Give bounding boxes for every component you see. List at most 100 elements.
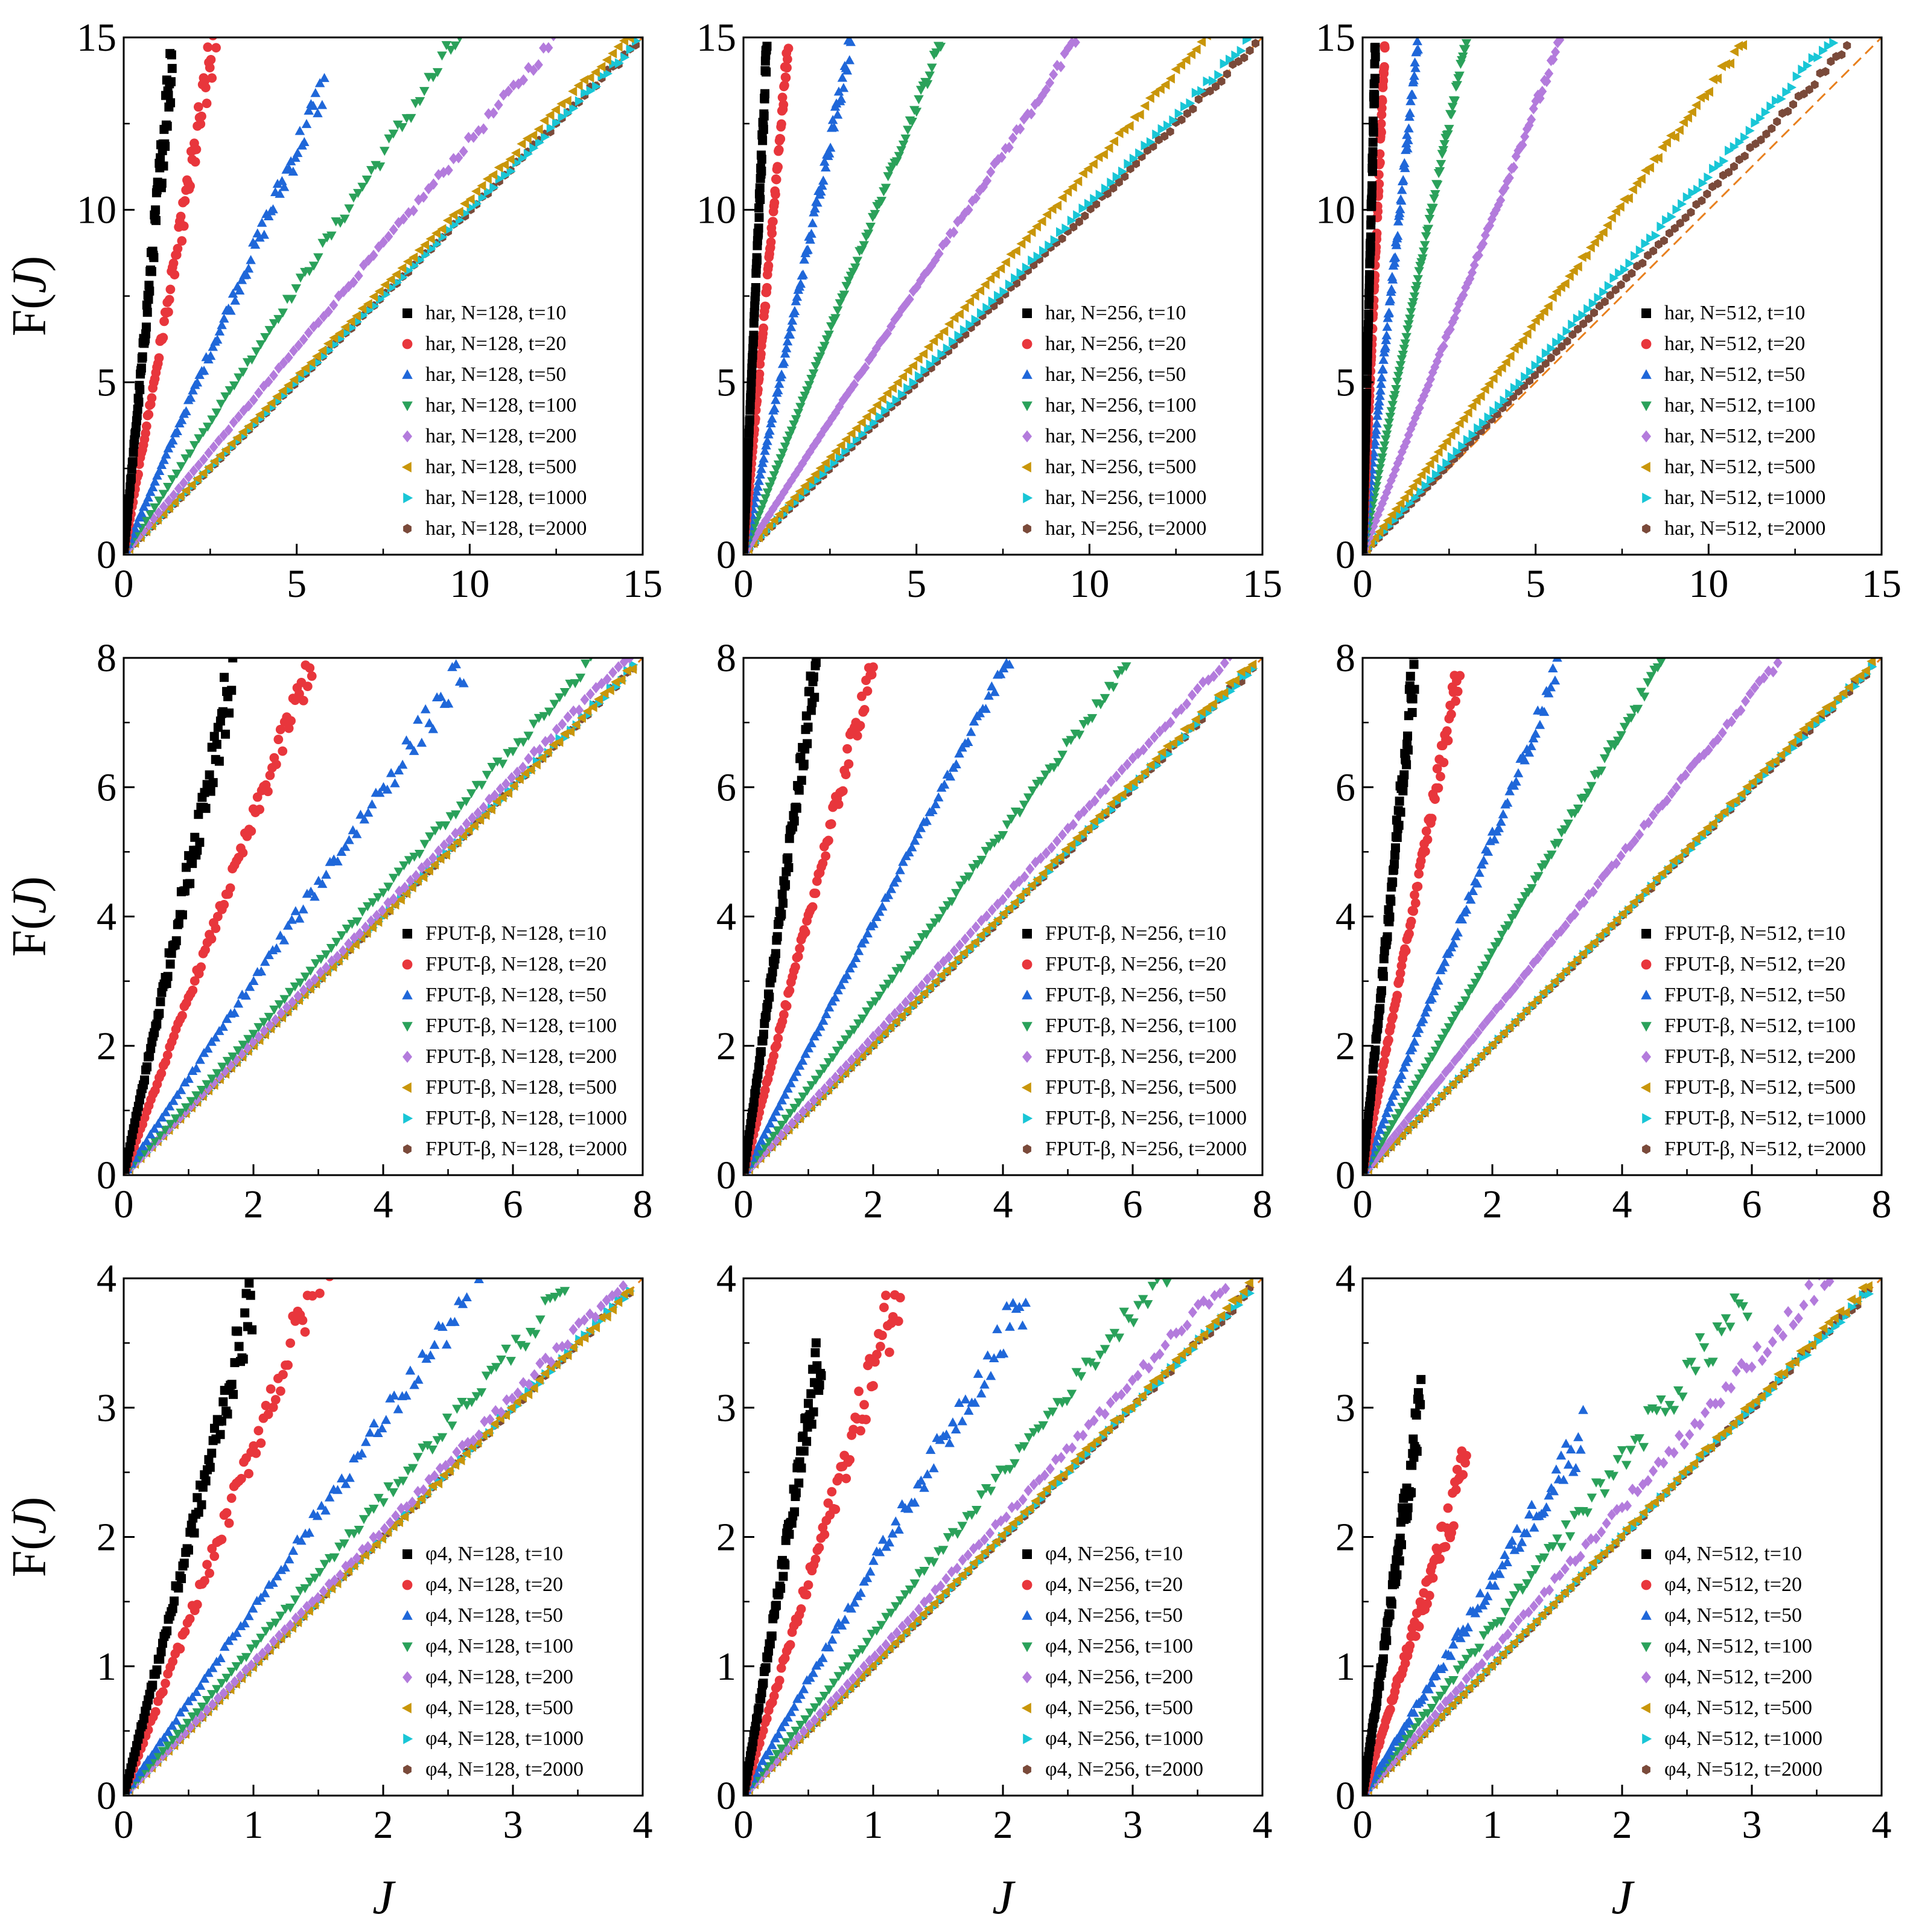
point-t=200 [209,441,218,453]
point-t=2000 [1568,330,1577,339]
point-t=50 [344,835,354,844]
point-t=50 [795,278,806,288]
point-t=100 [870,997,880,1007]
point-t=500 [1515,1010,1525,1021]
point-t=50 [862,928,873,938]
point-t=20 [767,228,777,238]
point-t=100 [450,41,460,51]
point-t=10 [1370,42,1380,52]
point-t=500 [1687,107,1696,117]
point-t=200 [1555,37,1565,46]
y-tick-label: 0 [97,533,116,577]
point-t=500 [1567,959,1576,969]
point-t=1000 [1484,412,1494,422]
point-t=20 [1377,96,1387,106]
point-t=500 [283,380,293,391]
point-t=1000 [1817,715,1827,725]
y-axis-label: F(J) [3,256,56,336]
point-t=200 [294,339,304,351]
point-t=10 [809,672,818,682]
point-t=10 [144,295,153,304]
point-t=200 [230,1676,240,1688]
x-tick-label: 10 [1688,562,1728,606]
point-t=10 [1410,684,1419,694]
point-t=500 [1145,93,1154,103]
point-t=100 [1487,948,1497,958]
point-t=100 [162,1741,173,1751]
point-t=10 [227,686,237,695]
point-t=500 [1241,664,1251,675]
point-t=20 [783,43,794,54]
point-t=200 [544,42,553,54]
point-t=200 [1602,866,1612,878]
point-t=200 [613,1287,623,1298]
point-t=100 [432,1436,443,1446]
point-t=50 [791,1066,802,1076]
point-t=1000 [620,52,630,63]
x-tick-label: 0 [1353,1182,1373,1226]
legend-marker-t=1000 [1023,1113,1033,1124]
point-t=100 [217,1679,227,1688]
point-t=500 [877,394,886,404]
point-t=50 [995,669,1006,678]
point-t=200 [982,175,992,187]
point-t=100 [810,1076,821,1085]
point-t=200 [896,1003,905,1015]
point-t=1000 [387,282,396,293]
point-t=200 [194,459,203,471]
point-t=200 [1395,1124,1404,1136]
point-t=50 [786,322,797,331]
point-t=500 [326,1583,336,1593]
point-t=500 [1453,1073,1463,1083]
point-t=200 [385,1517,395,1529]
point-t=500 [1844,682,1853,692]
point-t=50 [159,1732,170,1742]
x-tick-label: 2 [1483,1182,1503,1226]
point-t=10 [759,1030,768,1039]
legend-entry: FPUT-β, N=256, t=20 [1045,953,1226,975]
legend-entry: FPUT-β, N=512, t=100 [1664,1015,1856,1037]
point-t=50 [1439,957,1450,966]
point-t=200 [219,429,229,441]
point-t=10 [1388,878,1398,887]
point-t=10 [1405,672,1415,681]
x-tick-label: 10 [450,562,489,606]
point-t=1000 [1130,782,1139,793]
point-t=1000 [1766,763,1775,773]
point-t=500 [1595,930,1605,941]
point-t=500 [420,240,430,250]
point-t=200 [1663,794,1672,806]
point-t=500 [893,377,902,388]
point-t=1000 [1751,118,1760,128]
point-t=200 [1020,871,1030,882]
point-t=10 [768,967,777,977]
point-t=1000 [1226,686,1235,697]
point-t=1000 [1005,279,1014,290]
y-tick-label: 15 [696,16,736,60]
point-t=500 [369,292,378,302]
point-t=500 [970,937,979,948]
point-t=1000 [603,68,613,79]
point-t=100 [1002,820,1013,830]
point-t=200 [966,927,975,939]
point-t=500 [820,457,830,468]
point-t=1000 [801,486,811,497]
point-t=500 [380,279,390,290]
point-t=20 [305,663,315,673]
point-t=100 [931,48,941,58]
point-t=200 [1008,132,1017,144]
point-t=1000 [1714,160,1723,170]
point-t=20 [1375,158,1385,168]
point-t=500 [815,463,825,473]
point-t=500 [410,1499,420,1510]
point-t=10 [1367,201,1376,211]
point-t=100 [388,129,399,139]
point-t=200 [614,661,623,673]
point-t=50 [853,946,864,955]
point-t=2000 [1132,159,1140,168]
point-t=200 [1036,852,1046,864]
point-t=100 [874,991,885,1001]
point-t=50 [1386,284,1397,294]
